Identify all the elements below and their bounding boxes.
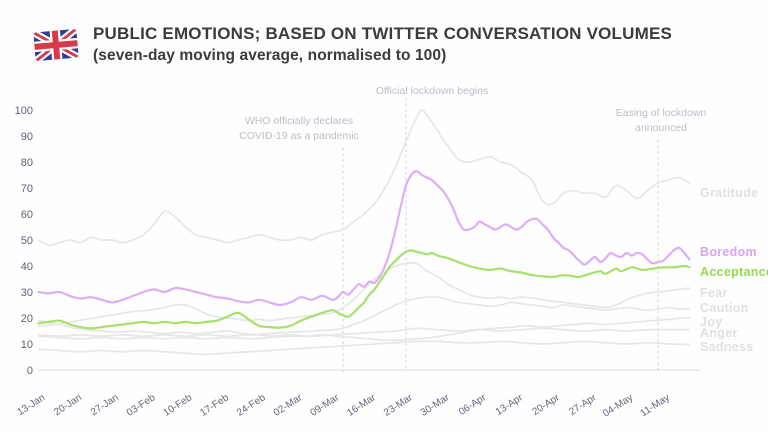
x-tick-label: 24-Feb	[235, 392, 268, 419]
x-tick-label: 20-Jan	[52, 392, 84, 418]
x-tick-label: 30-Mar	[419, 392, 452, 419]
uk-flag-icon	[33, 28, 79, 62]
y-tick-label: 100	[15, 105, 33, 117]
x-tick-label: 20-Apr	[530, 392, 562, 418]
y-tick-label: 90	[21, 131, 33, 143]
annotation-text: announced	[635, 122, 687, 134]
x-tick-label: 17-Feb	[198, 392, 231, 419]
x-tick-label: 27-Jan	[89, 392, 121, 418]
series-label-caution: Caution	[700, 301, 749, 315]
x-tick-label: 09-Mar	[309, 392, 342, 419]
annotation-text: WHO officially declares	[245, 115, 353, 127]
series-label-joy: Joy	[700, 315, 722, 329]
series-label-acceptance: Acceptance	[700, 265, 768, 279]
series-label-fear: Fear	[700, 286, 728, 300]
series-line-acceptance	[37, 249, 691, 330]
series-line-anger	[37, 327, 691, 340]
x-tick-label: 13-Apr	[494, 392, 526, 418]
x-tick-label: 03-Feb	[125, 392, 158, 419]
series-label-gratitude: Gratitude	[700, 186, 758, 200]
annotation-text: Official lockdown begins	[376, 85, 488, 97]
series-line-sadness	[37, 340, 691, 356]
x-tick-label: 02-Mar	[272, 392, 305, 419]
annotation-text: Easing of lockdown	[616, 107, 707, 119]
series-label-sadness: Sadness	[700, 340, 754, 354]
x-tick-label: 04-May	[601, 392, 635, 419]
y-tick-label: 30	[21, 287, 33, 299]
x-tick-label: 23-Mar	[382, 392, 415, 419]
y-tick-label: 50	[21, 235, 33, 247]
series-label-anger: Anger	[700, 326, 738, 340]
x-tick-label: 10-Feb	[162, 392, 195, 419]
y-tick-label: 0	[27, 365, 33, 377]
series-line-joy	[37, 317, 691, 342]
chart-header: PUBLIC EMOTIONS; BASED ON TWITTER CONVER…	[32, 22, 672, 66]
y-tick-label: 60	[21, 209, 33, 221]
y-tick-label: 10	[21, 339, 33, 351]
x-tick-label: 06-Apr	[457, 392, 489, 418]
y-tick-label: 40	[21, 261, 33, 273]
x-tick-label: 16-Mar	[345, 392, 378, 419]
x-tick-label: 13-Jan	[15, 392, 47, 418]
series-line-gratitude	[37, 109, 691, 247]
chart-title: PUBLIC EMOTIONS; BASED ON TWITTER CONVER…	[93, 24, 673, 43]
y-tick-label: 70	[21, 183, 33, 195]
y-tick-label: 80	[21, 157, 33, 169]
chart-subtitle: (seven-day moving average, normalised to…	[93, 47, 447, 64]
series-line-boredom	[37, 170, 691, 307]
y-tick-label: 20	[21, 313, 33, 325]
x-tick-label: 11-May	[639, 392, 672, 419]
series-label-boredom: Boredom	[700, 245, 757, 259]
series-line-caution	[37, 296, 691, 338]
title-block: PUBLIC EMOTIONS; BASED ON TWITTER CONVER…	[93, 22, 672, 66]
annotation-text: COVID-19 as a pandemic	[239, 130, 359, 142]
series-line-fear	[37, 261, 691, 327]
x-tick-label: 27-Apr	[567, 392, 599, 418]
